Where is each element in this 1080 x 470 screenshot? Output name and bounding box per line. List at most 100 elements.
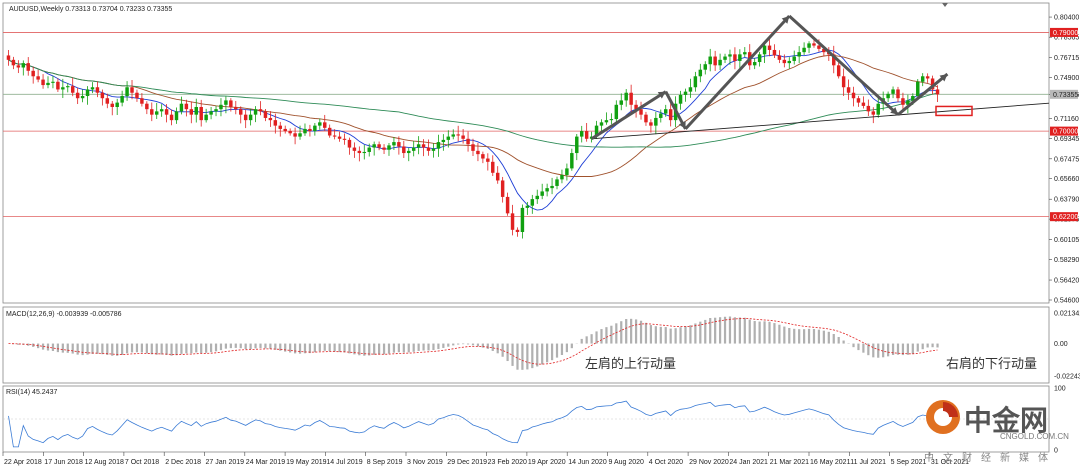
candle-body — [876, 103, 880, 115]
candle-body — [822, 48, 826, 53]
candle-body — [570, 153, 574, 169]
candle-body — [392, 142, 396, 146]
candle-body — [846, 87, 851, 93]
price-tick-label: 0.60105 — [1054, 237, 1079, 244]
x-tick-label: 11 Jul 2021 — [850, 459, 886, 466]
x-tick-label: 14 Jul 2019 — [326, 459, 362, 466]
candle-body — [777, 55, 782, 60]
candle-body — [387, 145, 391, 150]
candle-body — [762, 45, 767, 55]
candle-body — [26, 63, 30, 71]
candle-body — [357, 150, 362, 154]
candle-body — [644, 114, 648, 123]
x-tick-label: 2 Dec 2018 — [165, 459, 201, 466]
candle-body — [812, 43, 816, 46]
candle-body — [555, 179, 559, 186]
candle-body — [258, 109, 263, 112]
current-price-label: 0.73355 — [1053, 92, 1078, 99]
candle-body — [100, 92, 105, 99]
candle-body — [234, 106, 238, 110]
candle-body — [871, 111, 876, 115]
candle-body — [298, 133, 302, 137]
candle-body — [214, 109, 218, 112]
candle-body — [377, 144, 381, 148]
candle-body — [886, 93, 890, 99]
x-tick-label: 3 Nov 2019 — [407, 459, 443, 466]
candle-body — [16, 65, 21, 68]
candle-body — [145, 103, 149, 110]
candle-body — [421, 144, 426, 148]
pattern-arrowhead-icon — [939, 74, 948, 82]
candle-body — [743, 52, 747, 55]
candle-body — [540, 191, 544, 196]
neckline-trendline — [591, 102, 1050, 140]
candle-body — [792, 56, 796, 61]
candle-body — [609, 119, 614, 121]
candle-body — [416, 144, 421, 148]
x-tick-label: 4 Oct 2020 — [649, 459, 683, 466]
candle-body — [426, 147, 431, 151]
price-tick-label: 0.76715 — [1054, 55, 1079, 62]
candle-body — [713, 56, 717, 66]
candle-body — [70, 86, 75, 93]
candle-body — [767, 45, 772, 50]
candle-body — [209, 111, 213, 115]
candle-body — [654, 117, 658, 126]
candle-body — [466, 138, 470, 145]
candle-body — [431, 148, 436, 151]
candle-body — [545, 188, 549, 192]
candle-body — [510, 213, 515, 230]
candle-body — [85, 89, 90, 97]
x-tick-label: 5 Sep 2021 — [891, 459, 927, 466]
candle-body — [911, 96, 915, 101]
candle-body — [303, 128, 307, 134]
candle-body — [150, 109, 154, 115]
candle-body — [738, 54, 742, 61]
candle-body — [367, 147, 371, 152]
candle-body — [461, 135, 465, 139]
candle-body — [723, 56, 727, 60]
candle-body — [308, 128, 312, 132]
pattern-arrow — [897, 72, 949, 116]
candle-body — [347, 139, 352, 148]
candle-body — [402, 146, 406, 154]
candle-body — [407, 150, 411, 154]
candle-body — [505, 196, 510, 214]
price-panel — [2, 2, 1050, 304]
price-tick-label: 0.56420 — [1054, 278, 1079, 285]
candle-body — [525, 205, 530, 208]
candle-body — [11, 59, 16, 66]
candle-body — [668, 109, 673, 121]
candle-body — [891, 89, 895, 94]
candle-body — [851, 92, 856, 99]
rsi-title: RSI(14) 45.2437 — [6, 389, 57, 396]
candle-body — [283, 128, 287, 132]
x-tick-label: 29 Dec 2019 — [447, 459, 487, 466]
candle-body — [327, 127, 332, 136]
left-shoulder-annotation: 左肩的上行动量 — [585, 356, 676, 372]
price-tick-label: 0.78565 — [1054, 35, 1079, 42]
level-label: 0.70000 — [1053, 129, 1078, 136]
price-tick-label: 0.63790 — [1054, 197, 1079, 204]
price-tick-label: 0.69345 — [1054, 136, 1079, 143]
candle-body — [916, 81, 920, 97]
x-tick-label: 22 Apr 2018 — [4, 459, 42, 466]
price-tick-label: 0.54600 — [1054, 298, 1079, 305]
candle-body — [599, 122, 604, 126]
candle-body — [219, 104, 223, 110]
candle-body — [718, 59, 722, 66]
level-label-bg — [1050, 27, 1078, 37]
candle-body — [337, 136, 342, 139]
scroll-marker-icon[interactable] — [942, 3, 948, 7]
candle-body — [604, 120, 609, 123]
candle-body — [362, 151, 367, 154]
candle-body — [184, 103, 189, 110]
candle-body — [313, 125, 317, 132]
candle-body — [382, 147, 386, 150]
level-label-bg — [1050, 126, 1078, 136]
candle-body — [639, 109, 643, 115]
level-label: 0.79000 — [1053, 30, 1078, 37]
candle-body — [56, 81, 60, 90]
candle-body — [263, 111, 268, 118]
x-tick-label: 8 Sep 2019 — [367, 459, 403, 466]
